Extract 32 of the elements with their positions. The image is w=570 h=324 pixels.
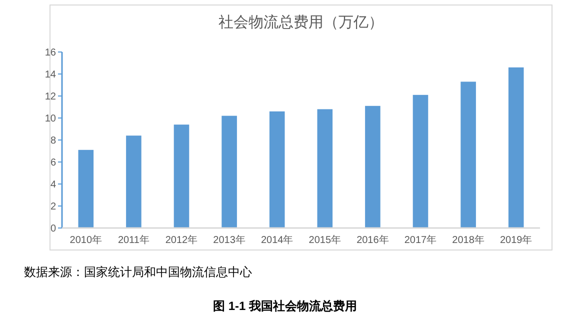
x-tick-label: 2014年 [260,234,294,246]
bar [365,106,380,228]
bar [269,111,285,228]
y-tick-label: 0 [50,224,56,234]
bar [222,116,237,228]
source-note: 数据来源：国家统计局和中国物流信息中心 [24,265,252,279]
x-tick-label: 2019年 [500,234,532,246]
caption: 图 1-1 我国社会物流总费用 [212,299,358,313]
bar [78,150,94,228]
y-tick-label: 8 [50,136,56,146]
x-tick-label: 2011年 [118,234,150,246]
y-tick-label: 4 [50,180,56,190]
bar [412,94,428,228]
x-tick-label: 2018年 [452,234,484,246]
y-tick-label: 2 [50,202,56,212]
bar [174,124,190,228]
y-tick-label: 12 [44,92,56,102]
x-tick-label: 2016年 [356,234,389,246]
bar [460,82,476,228]
x-tick-label: 2012年 [165,234,198,246]
bar [126,136,142,228]
y-tick-label: 14 [44,70,56,80]
y-tick-label: 16 [44,48,56,58]
bar [317,109,333,228]
chart-title: 社会物流总费用（万亿） [218,14,384,31]
x-tick-label: 2013年 [213,234,246,246]
x-tick-label: 2015年 [308,234,342,246]
x-tick-label: 2010年 [70,234,102,246]
bar [508,67,524,228]
y-tick-label: 10 [44,114,56,124]
y-tick-label: 6 [50,158,56,168]
x-tick-label: 2017年 [404,234,437,246]
